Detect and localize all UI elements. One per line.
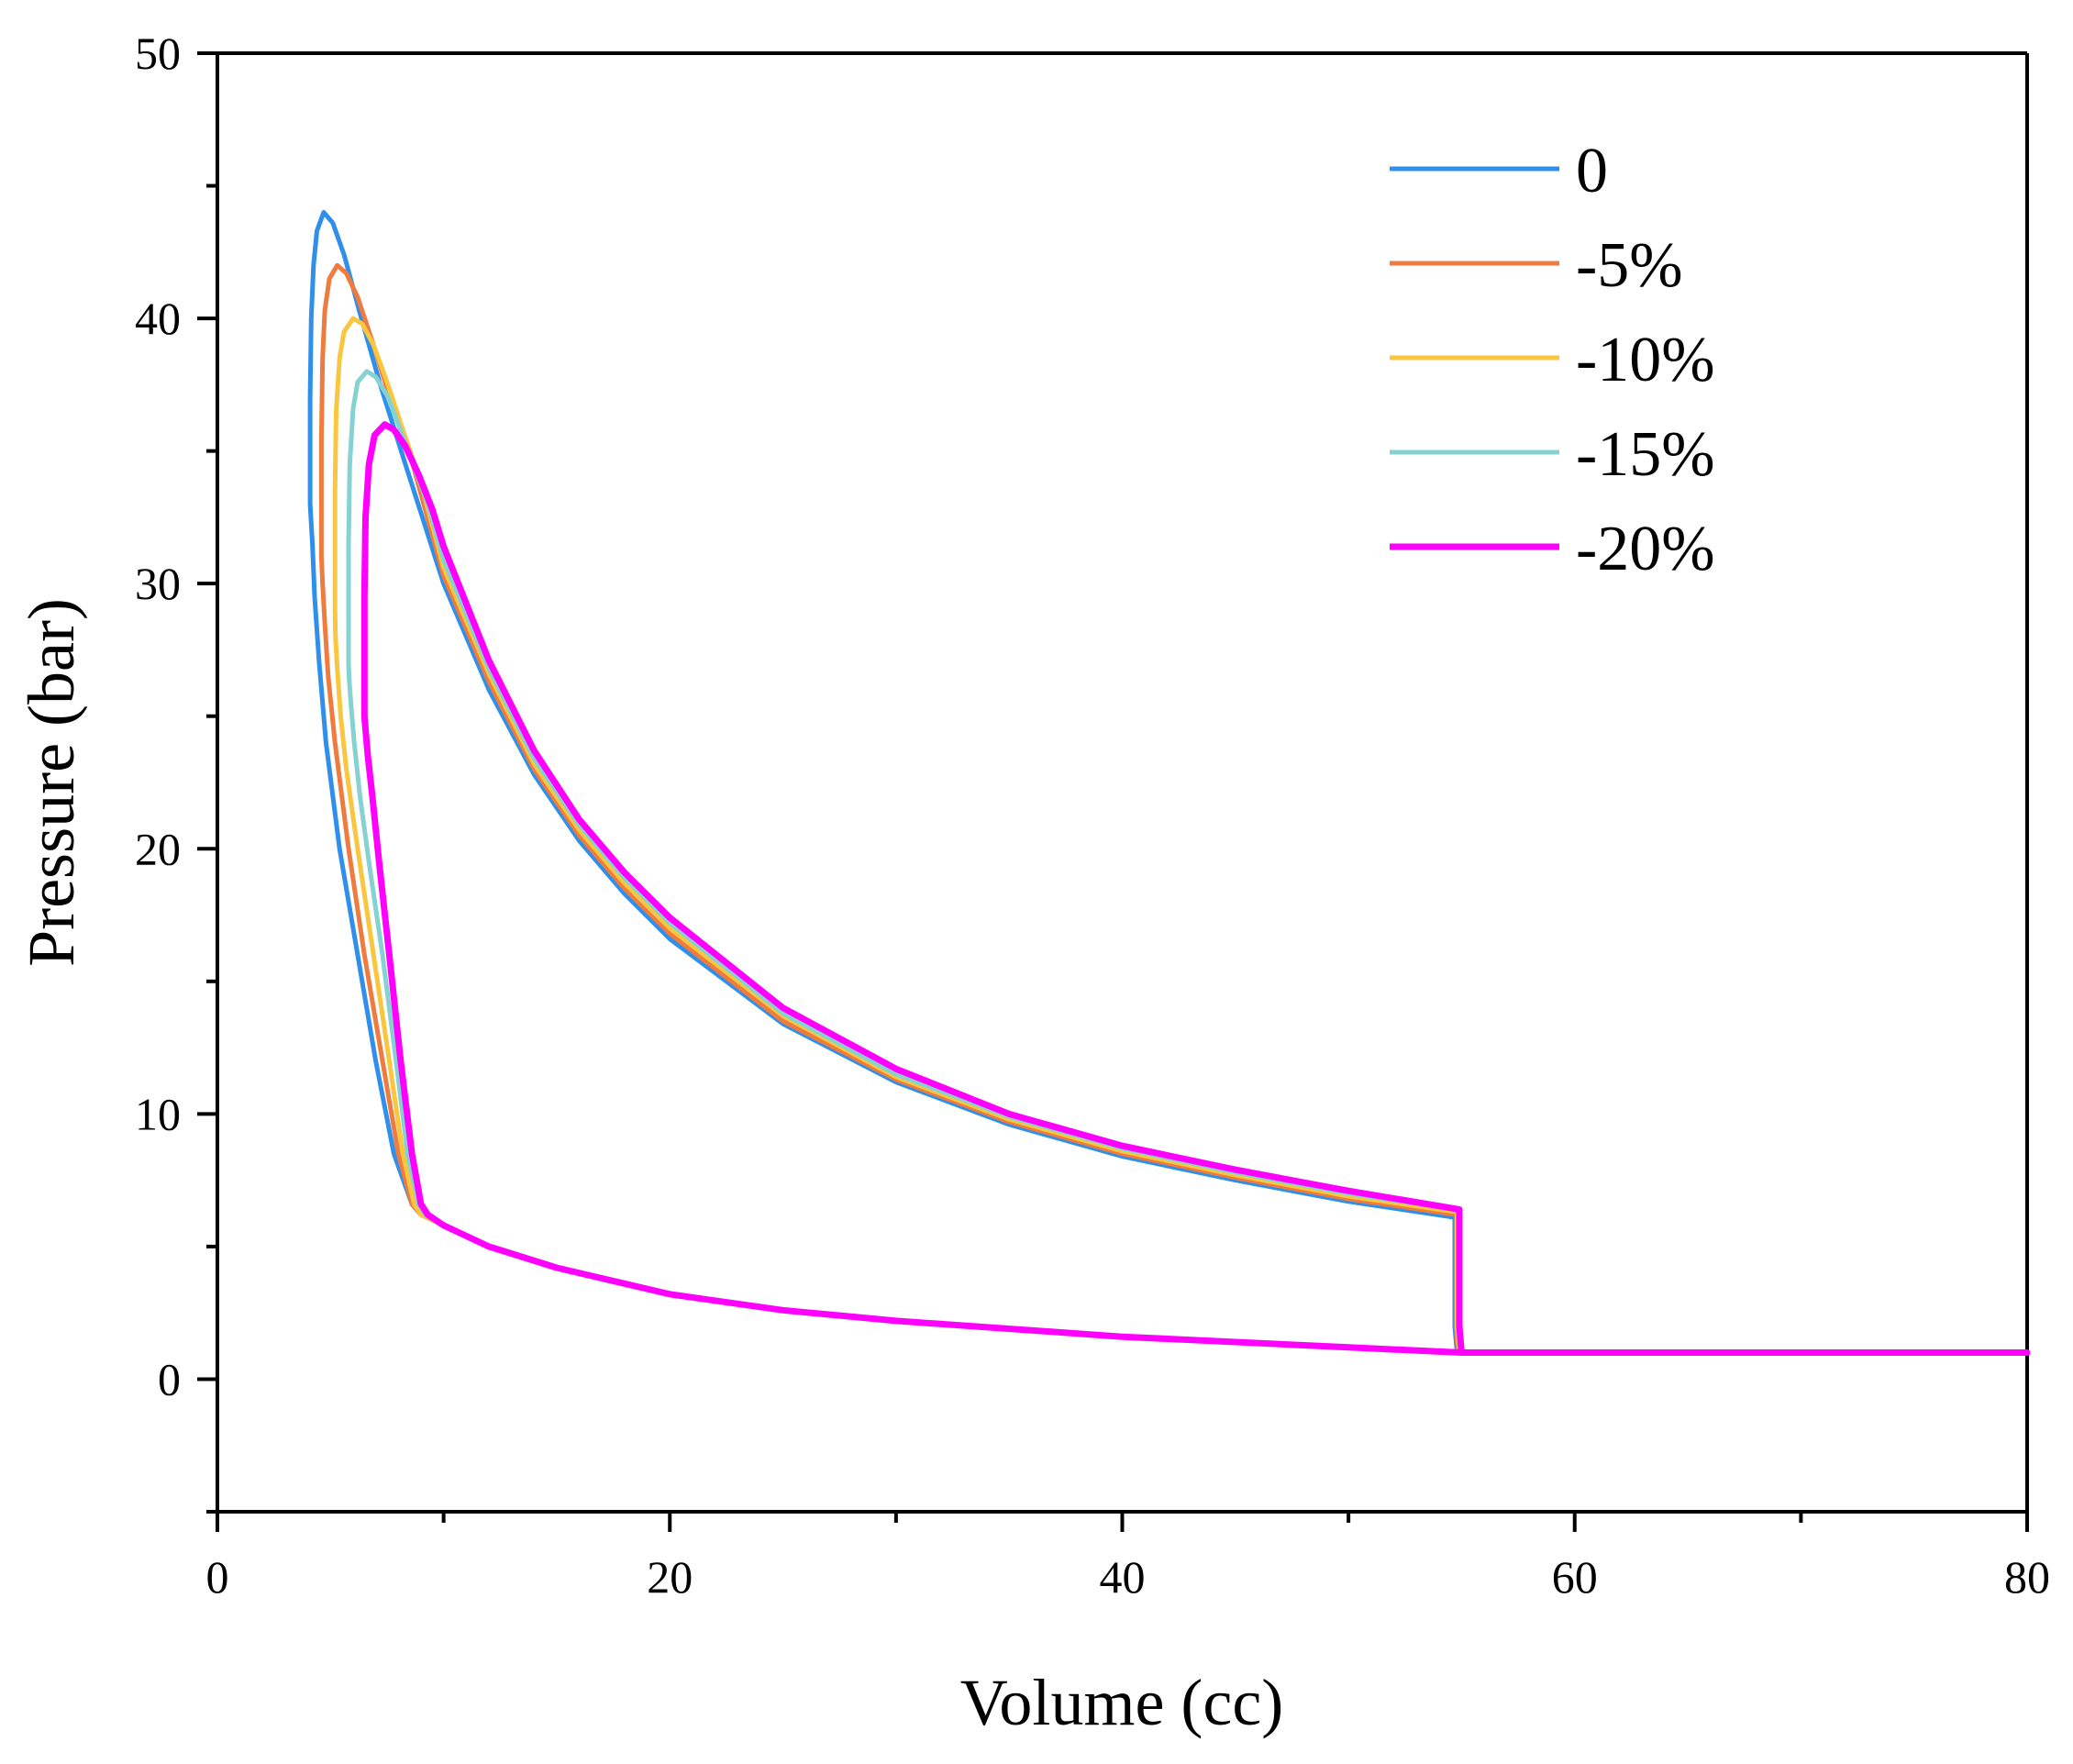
x-axis-title: Volume (cc): [960, 1666, 1284, 1739]
y-tick-label: 10: [135, 1088, 181, 1139]
y-tick-label: 0: [158, 1353, 181, 1404]
legend-label-0: 0: [1576, 136, 1608, 206]
y-tick-label: 30: [135, 558, 181, 609]
axis-ticks: [197, 51, 2029, 1532]
legend-label-3: -15%: [1576, 419, 1715, 490]
x-tick-label: 80: [2004, 1551, 2050, 1603]
series-line-4: [360, 421, 2031, 1356]
axis-tick-labels: 0 20 40 60 80 0 10 20 30 40 50: [135, 28, 2050, 1603]
y-tick-label: 50: [135, 28, 181, 79]
legend-label-1: -5%: [1576, 230, 1683, 301]
x-tick-label: 40: [1100, 1551, 1146, 1603]
legend-label-2: -10%: [1576, 325, 1715, 395]
x-tick-label: 0: [206, 1551, 229, 1603]
series-lines: [307, 210, 2031, 1356]
legend: 0 -5% -10% -15% -20%: [1390, 136, 1715, 584]
x-tick-label: 20: [647, 1551, 693, 1603]
y-axis-title: Pressure (bar): [15, 598, 88, 967]
legend-label-4: -20%: [1576, 514, 1715, 584]
y-tick-label: 20: [135, 823, 181, 874]
y-tick-label: 40: [135, 293, 181, 344]
x-tick-label: 60: [1552, 1551, 1598, 1603]
